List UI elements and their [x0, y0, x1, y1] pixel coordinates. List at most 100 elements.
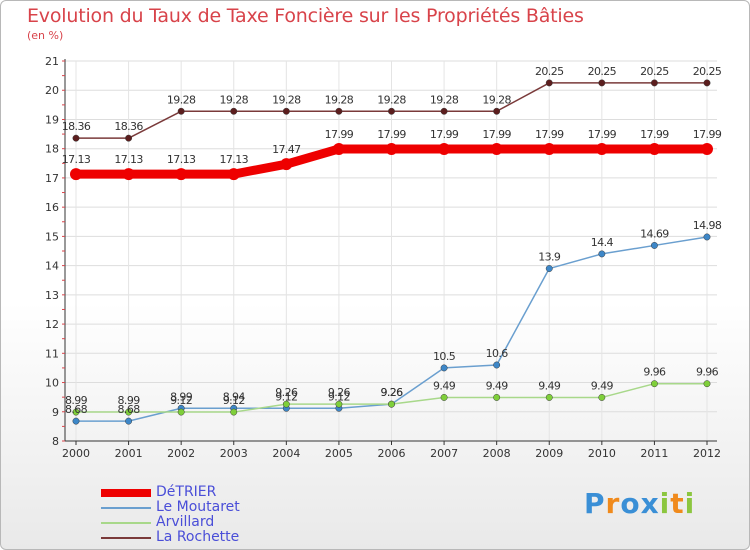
data-label: 14.98 [693, 219, 722, 232]
data-point [701, 143, 713, 155]
data-label: 19.28 [377, 93, 406, 106]
x-tick-label: 2012 [693, 447, 721, 460]
data-label: 18.36 [114, 120, 143, 133]
data-label: 19.28 [272, 93, 301, 106]
data-point [596, 143, 608, 155]
x-tick-label: 2000 [62, 447, 90, 460]
data-point [441, 394, 447, 400]
data-point [599, 80, 605, 86]
data-label: 9.49 [433, 379, 456, 392]
x-tick-label: 2002 [167, 447, 195, 460]
legend-swatch [101, 507, 151, 509]
data-label: 9.96 [696, 366, 719, 379]
data-point [704, 234, 710, 240]
y-axis-ticks: 89101112131415161718192021 [45, 55, 59, 448]
data-point [73, 418, 79, 424]
data-label: 17.99 [377, 128, 406, 141]
y-tick-label: 17 [45, 172, 59, 185]
x-axis-ticks: 2000 2001 2002 2003 2004 2005 2006 2007 2008 2009… [62, 441, 721, 460]
data-point [546, 265, 552, 271]
logo-letter: x [641, 487, 660, 520]
data-label: 17.13 [167, 153, 196, 166]
data-label: 9.26 [328, 386, 351, 399]
data-point [178, 108, 184, 114]
data-point [231, 108, 237, 114]
data-point [280, 158, 292, 170]
data-label: 19.28 [482, 93, 511, 106]
data-label: 17.47 [272, 143, 301, 156]
data-point [336, 108, 342, 114]
x-tick-label: 2006 [378, 447, 406, 460]
data-point [123, 168, 135, 180]
data-point [546, 394, 552, 400]
x-tick-label: 2001 [115, 447, 143, 460]
data-label: 19.28 [220, 93, 249, 106]
x-tick-label: 2009 [535, 447, 563, 460]
logo-letter: i [660, 487, 671, 520]
data-label: 8.99 [118, 394, 141, 407]
y-tick-label: 10 [45, 377, 59, 390]
y-tick-label: 12 [45, 318, 59, 331]
data-point [70, 168, 82, 180]
data-label: 9.12 [223, 394, 245, 407]
data-point [73, 135, 79, 141]
y-tick-label: 14 [45, 260, 59, 273]
data-point [546, 80, 552, 86]
y-tick-label: 15 [45, 230, 59, 243]
legend: DéTRIER Le Moutaret Arvillard La Rochette [101, 485, 240, 545]
y-tick-label: 21 [45, 55, 59, 68]
data-point [651, 381, 657, 387]
data-point [228, 168, 240, 180]
data-label: 9.49 [538, 379, 561, 392]
legend-label: La Rochette [156, 530, 239, 545]
data-label: 9.96 [643, 366, 666, 379]
data-label: 9.12 [170, 394, 192, 407]
data-point [441, 108, 447, 114]
legend-item: Arvillard [101, 515, 240, 530]
x-tick-label: 2011 [640, 447, 668, 460]
logo-letter: o [620, 487, 640, 520]
legend-swatch [101, 489, 151, 497]
data-point [599, 394, 605, 400]
data-label: 17.13 [62, 153, 91, 166]
data-point [599, 251, 605, 257]
data-point [125, 135, 131, 141]
legend-item: DéTRIER [101, 485, 240, 500]
y-tick-label: 13 [45, 289, 59, 302]
data-label: 9.26 [275, 386, 298, 399]
data-label: 17.99 [325, 128, 354, 141]
data-label: 17.99 [693, 128, 722, 141]
y-tick-label: 9 [52, 406, 59, 419]
data-point [125, 418, 131, 424]
data-label: 19.28 [325, 93, 354, 106]
data-label: 14.69 [640, 227, 669, 240]
data-point [175, 168, 187, 180]
data-label: 17.99 [588, 128, 617, 141]
x-tick-label: 2003 [220, 447, 248, 460]
legend-swatch [101, 522, 151, 524]
data-label: 13.9 [538, 251, 561, 264]
x-tick-label: 2008 [483, 447, 511, 460]
chart-frame: Evolution du Taux de Taxe Foncière sur l… [0, 0, 750, 550]
data-label: 19.28 [430, 93, 459, 106]
data-label: 8.99 [65, 394, 88, 407]
line-chart: 89101112131415161718192021 2000 2001 2002 2… [1, 1, 749, 549]
logo-letter: i [685, 487, 696, 520]
logo-letter: t [670, 487, 684, 520]
data-label: 18.36 [62, 120, 91, 133]
y-tick-label: 19 [45, 113, 59, 126]
data-label: 9.49 [591, 379, 614, 392]
data-point [178, 409, 184, 415]
data-label: 10.6 [486, 347, 509, 360]
data-label: 17.13 [114, 153, 143, 166]
data-point [648, 143, 660, 155]
y-tick-label: 11 [45, 347, 59, 360]
data-point [388, 108, 394, 114]
x-tick-label: 2005 [325, 447, 353, 460]
logo-letter: r [606, 487, 621, 520]
proxiti-logo: Proxiti [584, 487, 695, 520]
x-tick-label: 2007 [430, 447, 458, 460]
data-point [491, 143, 503, 155]
data-label: 17.99 [482, 128, 511, 141]
data-label: 17.99 [535, 128, 564, 141]
